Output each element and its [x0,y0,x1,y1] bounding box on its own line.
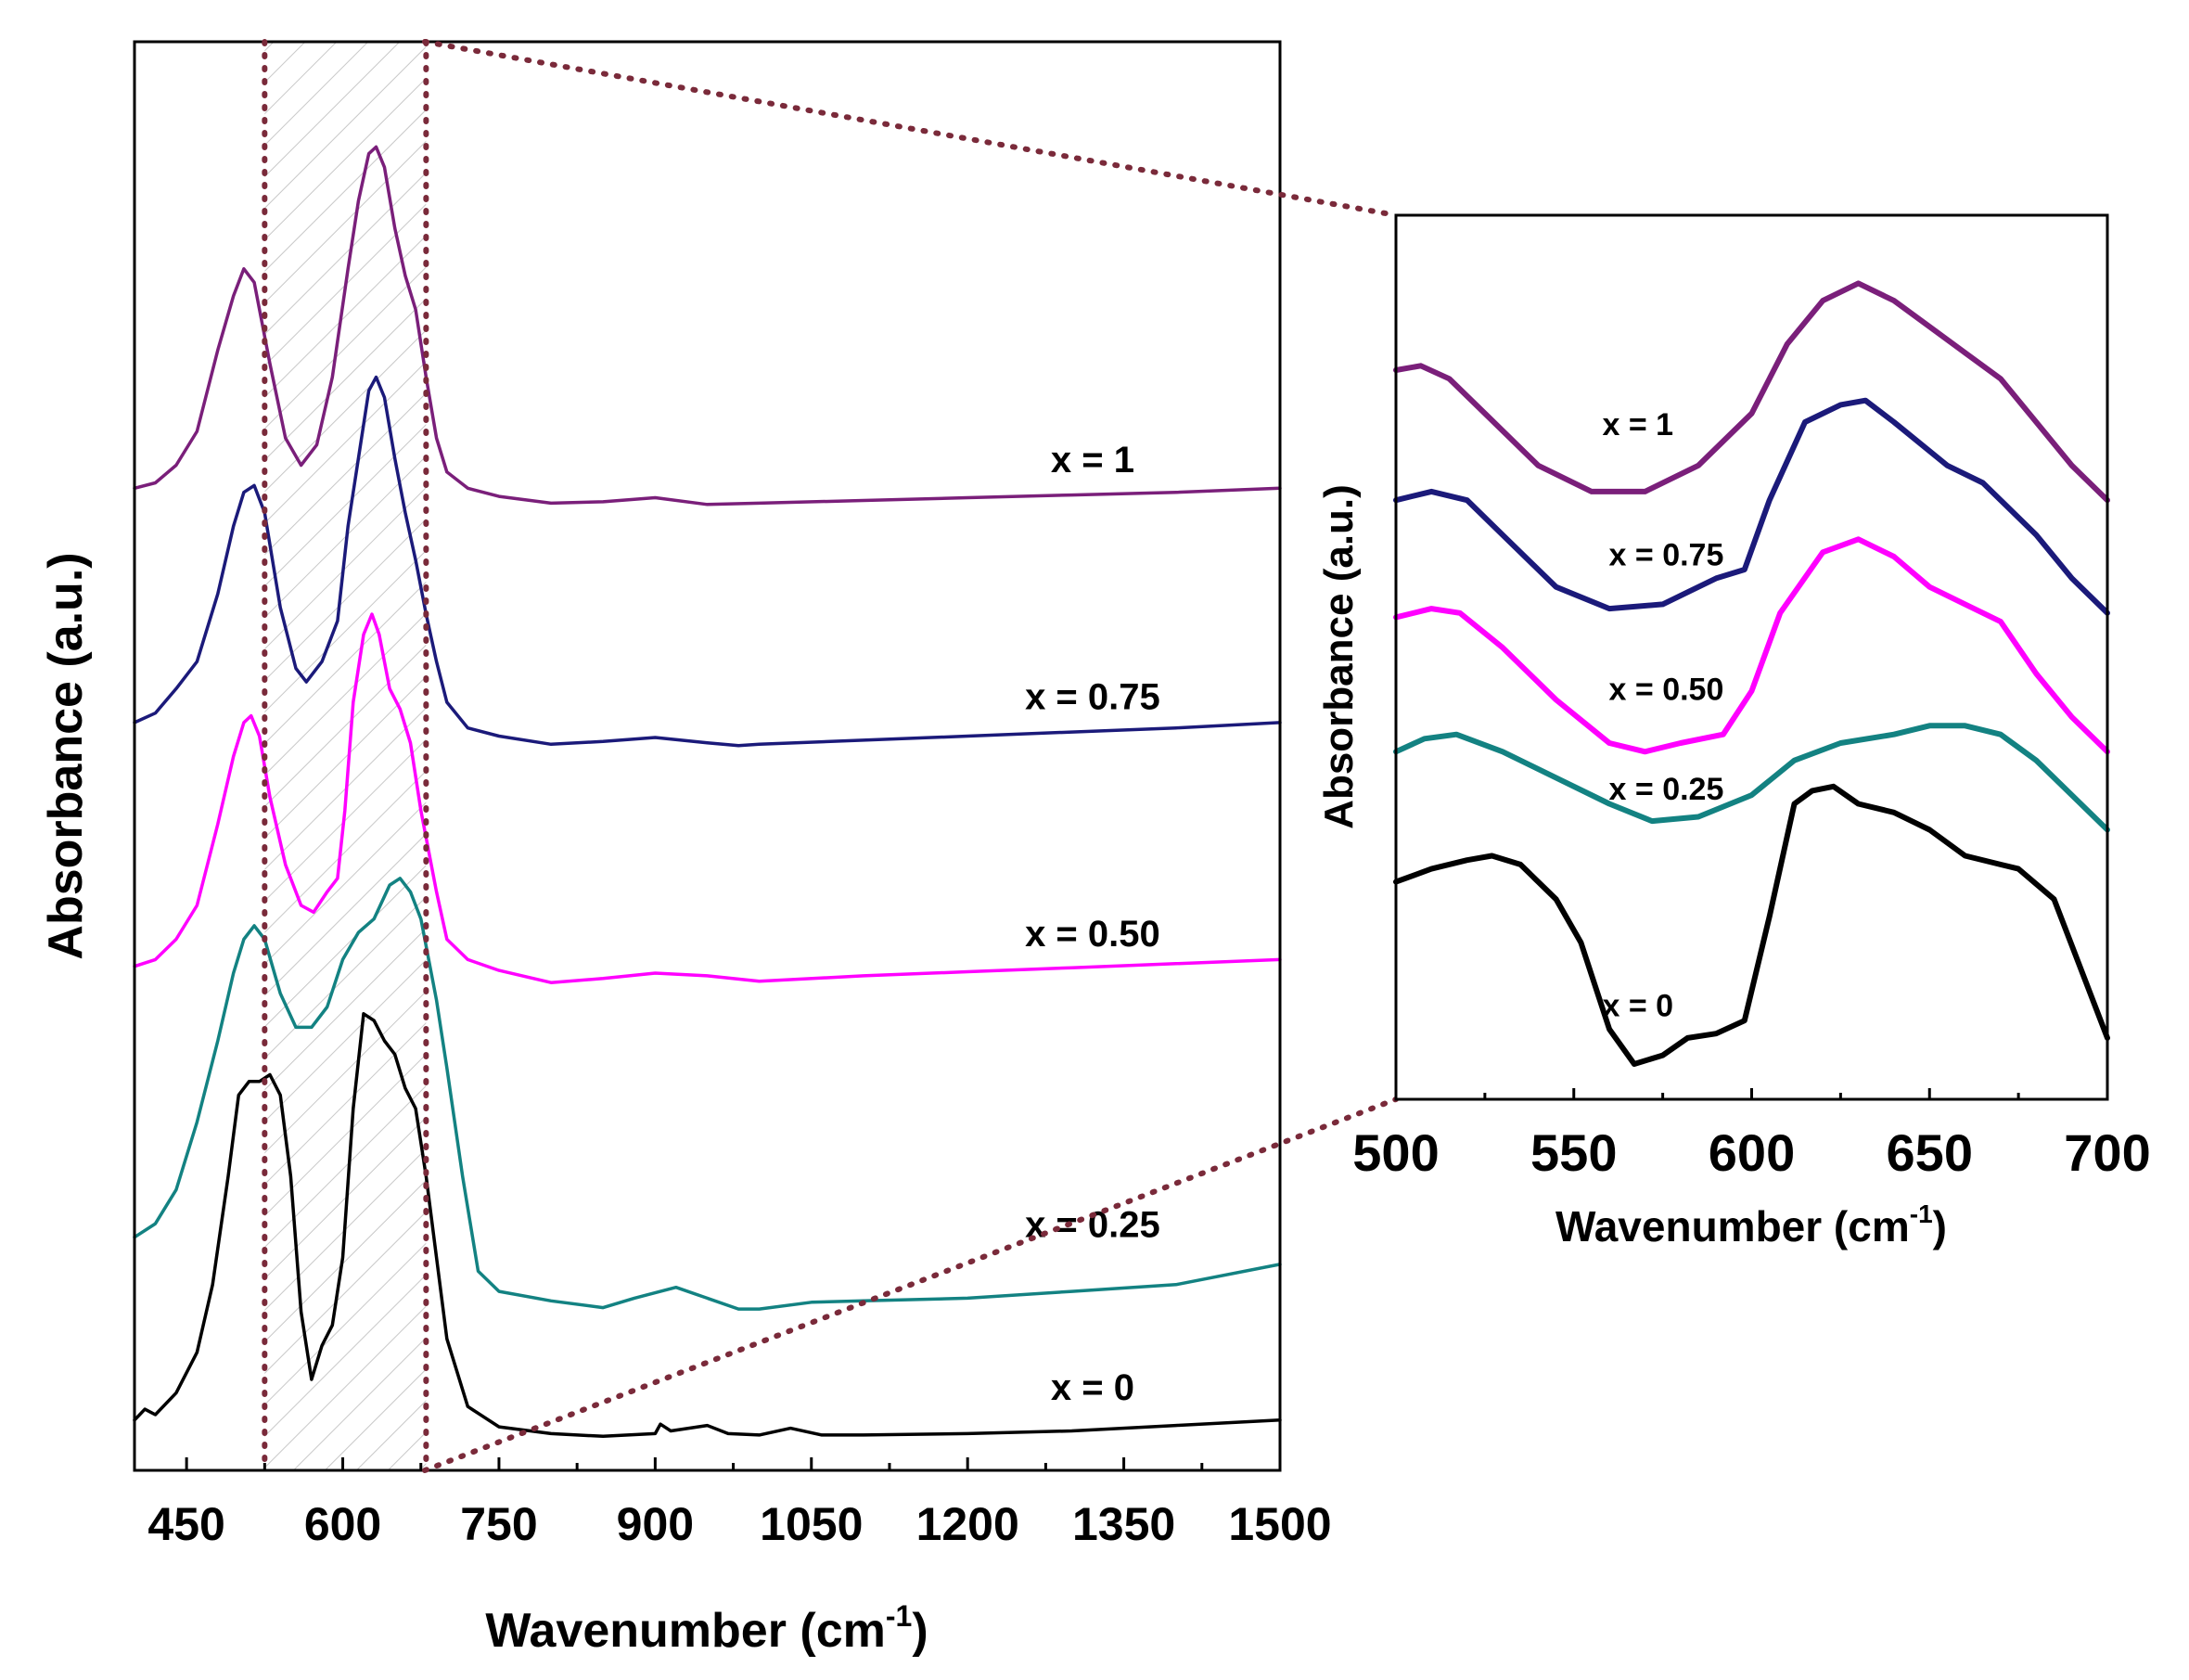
x-tick-label: 900 [617,1498,694,1550]
zoom-chart: 500 550 600 650 700 x = 1x = 0.75x = 0.50x =… [1316,213,2151,1250]
zoom-connector-lines [422,39,1399,1473]
series-line-x-0-25 [133,877,1282,1311]
series-line-x-1 [133,145,1282,507]
x-tick-label: 1500 [1228,1498,1331,1550]
zoom-x-axis-title: Wavenumber (cm-1) [1555,1199,1947,1250]
series-label: x = 0.25 [1609,772,1724,807]
x-tick-label: 550 [1530,1123,1617,1182]
main-series-group [133,145,1282,1439]
x-tick-label: 450 [147,1498,224,1550]
series-line-x-1 [1393,280,2110,504]
x-tick-label: 1050 [760,1498,863,1550]
series-label: x = 0 [1051,1367,1134,1408]
series-label: x = 0.50 [1609,672,1724,707]
zoom-connector-bottom [422,1096,1399,1473]
main-plot-frame [133,40,1282,1472]
x-tick-label: 500 [1352,1123,1439,1182]
zoom-connector-top [422,39,1399,218]
zoom-series-labels: x = 1 x = 0.75 x = 0.50 x = 0.25 x = 0 [1602,407,1723,1023]
series-line-x-0 [1393,783,2110,1067]
x-tick-label: 700 [2064,1123,2150,1182]
series-label: x = 0.75 [1025,676,1160,717]
x-tick-label: 600 [304,1498,381,1550]
series-line-x-0-75 [133,375,1282,748]
main-y-axis-title: Absorbance (a.u.) [39,552,93,959]
zoom-y-axis-title: Absorbance (a.u.) [1316,484,1362,829]
series-label: x = 1 [1602,407,1673,442]
series-line-x-0-50 [133,612,1282,984]
zoom-series-group [1393,280,2110,1067]
series-line-x-0-50 [1393,536,2110,755]
zoom-x-ticks: 500 550 600 650 700 [1352,1088,2151,1182]
main-x-ticks: 450 600 750 900 1050 1200 1350 1500 [147,1457,1332,1550]
series-label: x = 0.75 [1609,537,1724,572]
series-line-x-0-75 [1393,397,2110,616]
x-tick-label: 650 [1887,1123,1973,1182]
series-label: x = 1 [1051,440,1134,481]
series-line-x-0 [133,1012,1282,1439]
zoom-plot-background [1396,215,2107,1099]
main-x-axis-title: Wavenumber (cm-1) [485,1599,928,1658]
x-tick-label: 1350 [1072,1498,1175,1550]
series-label: x = 0 [1602,989,1673,1024]
x-tick-label: 750 [460,1498,537,1550]
main-chart: 450 600 750 900 1050 1200 1350 1500 x = 1 x = 0.… [39,39,1332,1658]
series-label: x = 0.25 [1025,1205,1160,1246]
x-tick-label: 600 [1709,1123,1795,1182]
series-label: x = 0.50 [1025,914,1160,955]
main-series-labels: x = 1 x = 0.75 x = 0.50 x = 0.25 x = 0 [1025,440,1160,1408]
x-tick-label: 1200 [916,1498,1019,1550]
series-line-x-0-25 [1393,723,2110,833]
